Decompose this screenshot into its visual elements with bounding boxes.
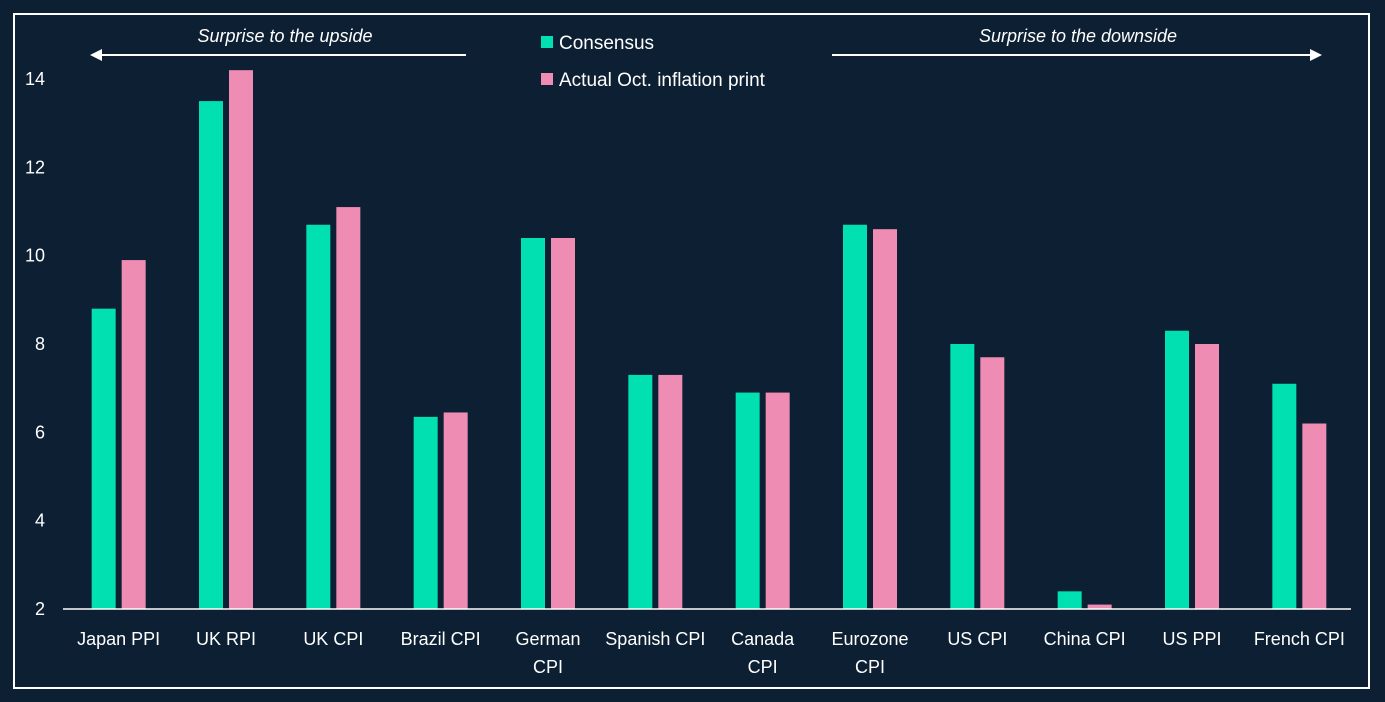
- bar-consensus: [628, 374, 653, 609]
- arrow-left-icon: [90, 49, 466, 61]
- bar-consensus: [521, 238, 545, 609]
- x-tick-label: German: [515, 629, 580, 649]
- bar-consensus: [1272, 383, 1297, 609]
- annotation-downside: Surprise to the downside: [979, 26, 1177, 46]
- bar-consensus: [1057, 591, 1082, 609]
- y-tick-label: 8: [35, 334, 45, 354]
- y-tick-label: 2: [35, 599, 45, 619]
- x-tick-label: CPI: [533, 657, 563, 677]
- x-tick-label: CPI: [748, 657, 778, 677]
- bar-actual: [551, 238, 575, 609]
- bar-actual: [873, 229, 897, 609]
- bar-actual: [1302, 423, 1327, 609]
- legend-label-actual: Actual Oct. inflation print: [559, 70, 766, 91]
- y-tick-label: 10: [25, 246, 45, 266]
- bar-consensus: [91, 308, 116, 609]
- bar-consensus: [1165, 330, 1189, 609]
- bar-actual: [336, 207, 361, 610]
- y-axis: 2 4 6 8 10 12 14: [25, 69, 45, 619]
- bars: [91, 70, 1327, 610]
- x-tick-label: CPI: [855, 657, 885, 677]
- bar-consensus: [950, 344, 975, 609]
- bar-actual: [765, 392, 790, 609]
- y-tick-label: 6: [35, 422, 45, 442]
- x-tick-label: US CPI: [947, 629, 1007, 649]
- x-tick-label: Eurozone: [831, 629, 908, 649]
- bar-actual: [1087, 604, 1112, 609]
- legend-swatch-actual: [541, 73, 553, 85]
- x-tick-label: French CPI: [1254, 629, 1345, 649]
- x-tick-label: UK CPI: [303, 629, 363, 649]
- bar-consensus: [199, 101, 223, 609]
- bar-actual: [121, 260, 146, 609]
- x-tick-label: US PPI: [1162, 629, 1221, 649]
- bar-consensus: [843, 224, 867, 609]
- y-tick-label: 12: [25, 157, 45, 177]
- x-tick-label: Brazil CPI: [401, 629, 481, 649]
- annotation-upside: Surprise to the upside: [197, 26, 372, 46]
- bar-actual: [229, 70, 253, 609]
- x-axis-labels: Japan PPI UK RPI UK CPI Brazil CPI German CPI…: [77, 629, 1345, 677]
- x-tick-label: China CPI: [1044, 629, 1126, 649]
- bar-actual: [443, 412, 468, 609]
- x-tick-label: Canada: [731, 629, 795, 649]
- legend: Consensus Actual Oct. inflation print: [541, 33, 766, 91]
- bar-actual: [1195, 344, 1219, 609]
- x-tick-label: UK RPI: [196, 629, 256, 649]
- legend-label-consensus: Consensus: [559, 33, 654, 54]
- bar-actual: [980, 357, 1005, 609]
- bar-consensus: [413, 416, 438, 609]
- bar-consensus: [306, 224, 331, 609]
- y-tick-label: 14: [25, 69, 45, 89]
- legend-swatch-consensus: [541, 36, 553, 48]
- bar-actual: [658, 374, 683, 609]
- y-tick-label: 4: [35, 511, 45, 531]
- x-tick-label: Japan PPI: [77, 629, 160, 649]
- x-tick-label: Spanish CPI: [605, 629, 705, 649]
- bar-consensus: [735, 392, 760, 609]
- arrow-right-icon: [832, 49, 1322, 61]
